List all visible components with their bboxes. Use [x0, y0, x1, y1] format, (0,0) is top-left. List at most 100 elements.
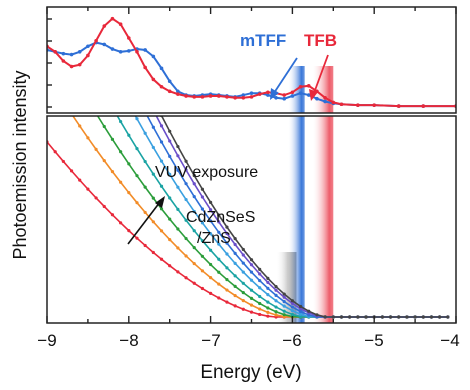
bottom-data-point [110, 170, 115, 174]
bottom-data-point [62, 102, 65, 105]
bottom-data-point [192, 229, 196, 233]
top-data-point [249, 95, 254, 99]
bottom-data-point [200, 221, 205, 225]
bottom-data-point [192, 194, 196, 199]
bottom-data-point [151, 172, 155, 176]
bottom-data-point [282, 313, 286, 317]
bottom-data-point [94, 102, 97, 105]
bottom-data-point [86, 102, 89, 105]
bottom-data-point [111, 102, 114, 105]
bottom-data-point [356, 315, 360, 319]
bottom-data-point [78, 102, 81, 105]
bottom-data-point [62, 102, 65, 105]
bottom-data-point [78, 102, 81, 105]
top-data-point [151, 77, 156, 82]
bottom-data-point [184, 182, 188, 186]
bottom-data-point [152, 109, 155, 112]
top-data-point [339, 102, 344, 107]
bottom-data-point [192, 281, 196, 285]
bottom-data-point [103, 102, 106, 105]
bottom-data-point [225, 225, 229, 229]
bottom-data-point [241, 281, 245, 285]
bottom-data-point [282, 304, 286, 308]
bottom-data-point [144, 102, 147, 105]
bottom-data-point [241, 298, 245, 303]
bottom-data-point [405, 315, 409, 319]
bottom-data-point [209, 208, 213, 212]
bottom-data-point [233, 237, 237, 241]
bottom-data-point [249, 296, 254, 300]
annotation-zns: /ZnS [197, 230, 231, 247]
bottom-data-point [176, 270, 180, 274]
bottom-data-point [323, 315, 327, 319]
bottom-data-point [233, 242, 237, 247]
top-data-point [241, 93, 246, 97]
x-tick-label: −6 [282, 331, 301, 350]
bottom-data-point [266, 306, 270, 310]
bottom-data-point [274, 305, 278, 309]
x-tick-label: −9 [37, 331, 56, 350]
bottom-data-point [94, 147, 98, 151]
bottom-data-point [152, 102, 155, 105]
bottom-data-point [233, 261, 237, 265]
bottom-data-point [159, 207, 164, 211]
bottom-data-point [94, 196, 98, 200]
vuv-arrowhead [155, 196, 165, 208]
top-series-group [47, 16, 456, 108]
bottom-data-point [61, 159, 65, 164]
bottom-data-point [258, 286, 262, 290]
bottom-data-point [192, 209, 196, 214]
bottom-data-point [168, 172, 172, 176]
top-data-point [356, 103, 360, 107]
top-data-point [143, 48, 147, 52]
bottom-data-point [192, 182, 196, 186]
bottom-data-point [127, 102, 130, 105]
bottom-data-point [298, 304, 303, 309]
bottom-data-point [249, 258, 254, 262]
bottom-series-group [47, 102, 450, 319]
bottom-data-point [54, 102, 57, 105]
top-data-point [266, 90, 270, 95]
top-data-point [192, 95, 197, 99]
bottom-data-point [54, 102, 57, 105]
bottom-data-point [241, 247, 245, 252]
bottom-data-point [209, 262, 213, 267]
top-data-point [274, 96, 278, 100]
top-data-point [184, 94, 188, 98]
bottom-data-point [135, 102, 138, 105]
annotation-tfb: TFB [304, 31, 337, 50]
bottom-data-point [70, 102, 73, 105]
top-data-point [159, 84, 164, 89]
bottom-data-point [274, 284, 278, 289]
bottom-data-point [209, 200, 213, 205]
bottom-data-point [225, 231, 229, 236]
bottom-data-point [290, 312, 294, 317]
bottom-data-point [119, 221, 123, 225]
bottom-data-point [380, 315, 384, 319]
bottom-data-point [282, 309, 286, 313]
bottom-data-point [217, 270, 221, 274]
bottom-data-point [159, 257, 164, 261]
top-data-point [306, 93, 311, 97]
top-data-point [61, 51, 66, 56]
bottom-data-point [209, 219, 213, 223]
bottom-data-point [151, 196, 155, 200]
top-data-point [86, 44, 90, 49]
bottom-data-point [176, 227, 180, 231]
bottom-data-point [168, 129, 172, 133]
bottom-data-point [86, 187, 90, 191]
bottom-data-point [225, 300, 229, 304]
bottom-data-point [78, 102, 81, 105]
top-data-point [396, 104, 401, 108]
top-data-point [118, 50, 123, 54]
bottom-data-point [233, 293, 237, 298]
bottom-data-point [151, 125, 155, 129]
top-data-point [282, 93, 287, 97]
bottom-data-point [119, 102, 122, 105]
bottom-data-point [200, 195, 205, 199]
bottom-data-point [241, 261, 245, 265]
top-data-point [69, 64, 74, 69]
bottom-data-point [429, 315, 434, 319]
bottom-data-point [127, 229, 131, 233]
bottom-data-point [225, 288, 229, 292]
